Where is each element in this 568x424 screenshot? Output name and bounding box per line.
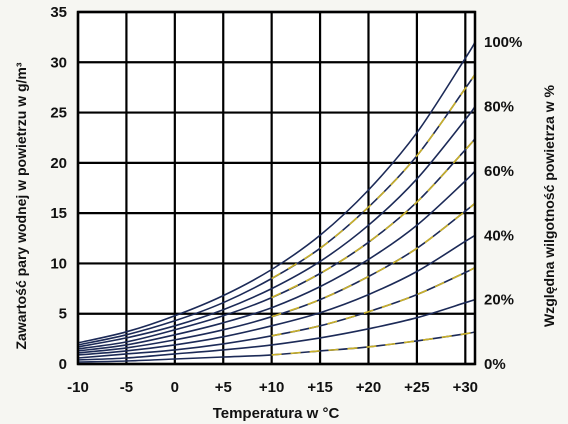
plot-border (76, 10, 477, 366)
y2-tick-label: 100% (484, 34, 522, 51)
y2-tick-labels: 0% 20% 40% 60% 80% 100% (484, 34, 522, 373)
x-tick-label: +30 (453, 379, 478, 396)
humidity-curve (77, 106, 476, 348)
y-tick-label: 5 (59, 306, 67, 323)
plot-frame (76, 10, 477, 366)
x-tick-label: +25 (404, 379, 429, 396)
y-tick-label: 15 (50, 205, 67, 222)
y2-tick-label: 40% (484, 227, 514, 244)
y-tick-labels: 0 5 10 15 20 25 30 35 (50, 4, 67, 373)
x-tick-labels: -10 -5 0 +5 +10 +15 +20 +25 +30 (67, 379, 478, 396)
y2-tick-label: 20% (484, 292, 514, 309)
curves (77, 41, 476, 363)
plot-area (76, 10, 477, 366)
humidity-curve (77, 298, 476, 361)
x-tick-label: +10 (259, 379, 284, 396)
x-axis-title: Temperatura w °C (213, 405, 340, 422)
plot-border-rect (76, 10, 477, 366)
humidity-curve (77, 170, 476, 352)
y2-tick-label: 60% (484, 163, 514, 180)
humidity-curve-highlight (271, 331, 476, 356)
humidity-curve-highlight (271, 266, 476, 337)
y-tick-label: 35 (50, 4, 67, 21)
y-axis-title: Zawartość pary wodnej w powietrzu w g/m³ (13, 62, 29, 349)
x-tick-label: -5 (120, 379, 133, 396)
humidity-curve-highlight (271, 202, 476, 318)
x-tick-label: +5 (215, 379, 232, 396)
y-tick-label: 10 (50, 255, 67, 272)
x-tick-label: -10 (67, 379, 89, 396)
y-tick-label: 25 (50, 105, 67, 122)
y2-tick-label: 0% (484, 356, 506, 373)
x-tick-label: +20 (356, 379, 381, 396)
x-tick-label: 0 (171, 379, 179, 396)
y2-tick-label: 80% (484, 99, 514, 116)
humidity-curve (77, 41, 476, 344)
y-tick-label: 20 (50, 155, 67, 172)
y-tick-label: 0 (59, 356, 67, 373)
y-tick-label: 30 (50, 54, 67, 71)
humidity-curve (77, 234, 476, 356)
y2-axis-title: Względna wilgotność powietrza w % (541, 84, 557, 326)
humidity-curve-highlight (271, 138, 476, 299)
humidity-curve-highlight (271, 73, 476, 280)
x-tick-label: +15 (307, 379, 332, 396)
